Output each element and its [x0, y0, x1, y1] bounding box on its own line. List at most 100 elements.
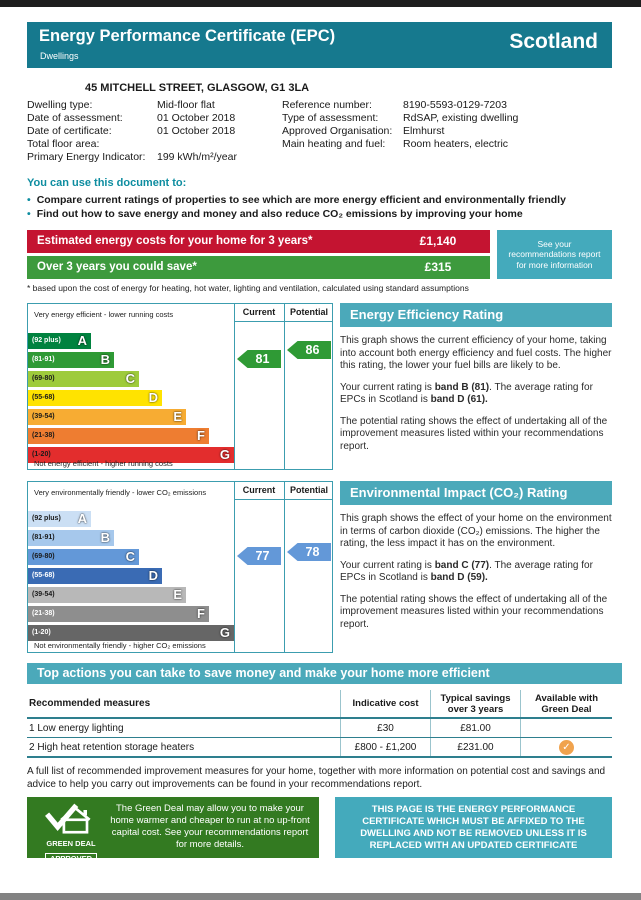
environmental-impact-chart: Very environmentally friendly - lower CO…	[27, 481, 333, 653]
eer-column-divider	[234, 304, 235, 469]
detail-label-primary-energy: Primary Energy Indicator:	[27, 151, 146, 163]
eer-band-f-range: (21-38)	[32, 432, 55, 439]
detail-value-date-assessment: 01 October 2018	[157, 112, 236, 124]
eer-heading: Energy Efficiency Rating	[340, 303, 612, 327]
eer-p2-pre: Your current rating is	[340, 381, 435, 393]
eir-band-f-range: (21-38)	[32, 610, 55, 617]
eer-band-a-letter: A	[77, 333, 87, 348]
detail-value-assessment-type: RdSAP, existing dwelling	[403, 112, 519, 124]
cost-row-1-label: Estimated energy costs for your home for…	[27, 230, 394, 253]
eir-band-c: (69-80) C	[28, 549, 139, 565]
detail-label-assessment-type: Type of assessment:	[282, 112, 379, 124]
eer-band-c-range: (69-80)	[32, 375, 55, 382]
detail-label-floor-area: Total floor area:	[27, 138, 100, 150]
eer-band-d: (55-68) D	[28, 390, 162, 406]
eer-band-f-letter: F	[197, 428, 205, 443]
cost-footnote: * based upon the cost of energy for heat…	[27, 283, 469, 293]
eir-band-g-letter: G	[219, 625, 230, 640]
col-header-green-deal: Available with Green Deal	[535, 692, 598, 715]
eir-band-b-range: (81-91)	[32, 534, 55, 541]
eir-band-b-letter: B	[100, 530, 110, 545]
eer-paragraph-3: The potential rating shows the effect of…	[340, 415, 608, 452]
eer-band-g-letter: G	[219, 447, 230, 462]
eir-current-arrow: 77	[237, 547, 281, 565]
green-deal-box: GREEN DEAL APPROVED The Green Deal may a…	[27, 797, 319, 864]
eer-band-g: (1-20) G	[28, 447, 234, 463]
eir-band-d-letter: D	[148, 568, 158, 583]
eer-potential-arrow: 86	[287, 341, 331, 359]
green-deal-logo: GREEN DEAL APPROVED	[37, 802, 105, 866]
detail-label-date-assessment: Date of assessment:	[27, 112, 123, 124]
header-bar: Energy Performance Certificate (EPC) Dwe…	[27, 22, 612, 68]
energy-efficiency-chart: Very energy efficient - lower running co…	[27, 303, 333, 470]
detail-value-dwelling-type: Mid-floor flat	[157, 99, 215, 111]
green-deal-text: The Green Deal may allow you to make you…	[110, 803, 310, 850]
eir-p2-mid: . The average rating for EPCs in Scotlan…	[340, 559, 593, 584]
eer-band-a-range: (92 plus)	[32, 337, 61, 344]
measure-2-name: 2 High heat retention storage heaters	[29, 741, 195, 753]
green-deal-logo-text: GREEN DEAL	[46, 839, 96, 848]
bottom-border-strip	[0, 893, 641, 900]
col-header-cost: Indicative cost	[352, 698, 419, 709]
eir-band-a: (92 plus) A	[28, 511, 91, 527]
eir-column-divider	[234, 482, 235, 652]
measure-1-cost: £30	[377, 722, 394, 734]
eir-paragraph-2: Your current rating is band C (77). The …	[340, 560, 612, 585]
measure-2-cost: £800 - £1,200	[354, 741, 417, 753]
eir-band-e: (39-54) E	[28, 587, 186, 603]
detail-value-reference-number: 8190-5593-0129-7203	[403, 99, 507, 111]
table-rule	[27, 737, 612, 738]
eir-band-a-letter: A	[77, 511, 87, 526]
property-address: 45 MITCHELL STREET, GLASGOW, G1 3LA	[85, 82, 310, 94]
eer-p2-mid: . The average rating for EPCs in Scotlan…	[340, 381, 593, 406]
eir-band-a-range: (92 plus)	[32, 515, 61, 522]
eir-band-g: (1-20) G	[28, 625, 234, 641]
measure-1-savings: £81.00	[460, 722, 491, 734]
detail-label-dwelling-type: Dwelling type:	[27, 99, 93, 111]
measure-2-green-deal-cell: ✓	[521, 737, 612, 757]
eer-top-label: Very energy efficient - lower running co…	[34, 310, 174, 319]
eir-band-c-range: (69-80)	[32, 553, 55, 560]
energy-efficiency-panel: Energy Efficiency Rating This graph show…	[340, 303, 612, 462]
col-header-measures: Recommended measures	[29, 698, 151, 709]
eir-potential-header: Potential	[289, 485, 328, 495]
eer-header-underline	[234, 321, 332, 322]
table-divider	[430, 690, 431, 757]
usage-bullet-2: • Find out how to save energy and money a…	[27, 208, 612, 220]
eir-bottom-label: Not environmentally friendly - higher CO…	[34, 641, 206, 650]
eir-band-b: (81-91) B	[28, 530, 114, 546]
eer-band-e-range: (39-54)	[32, 413, 55, 420]
measure-2-savings: £231.00	[457, 741, 494, 753]
cost-row-2-label: Over 3 years you could save*	[27, 256, 394, 279]
recommendations-note: See your recommendations report for more…	[497, 230, 612, 279]
eer-band-b: (81-91) B	[28, 352, 114, 368]
col-header-savings: Typical savings over 3 years	[440, 692, 511, 715]
eer-band-a: (92 plus) A	[28, 333, 91, 349]
eer-band-c: (69-80) C	[28, 371, 139, 387]
top-border-strip	[0, 0, 641, 7]
certificate-notice: THIS PAGE IS THE ENERGY PERFORMANCE CERT…	[335, 797, 612, 858]
eer-band-d-range: (55-68)	[32, 394, 55, 401]
table-rule	[27, 717, 612, 719]
detail-label-reference-number: Reference number:	[282, 99, 372, 111]
eer-current-arrow: 81	[237, 350, 281, 368]
eer-band-b-letter: B	[100, 352, 110, 367]
eer-band-b-range: (81-91)	[32, 356, 55, 363]
eer-average-band: band D (61).	[430, 394, 488, 405]
eer-band-e-letter: E	[173, 409, 182, 424]
region-label: Scotland	[509, 30, 598, 53]
eir-band-f-letter: F	[197, 606, 205, 621]
eer-band-e: (39-54) E	[28, 409, 186, 425]
environmental-impact-panel: Environmental Impact (CO₂) Rating This g…	[340, 481, 612, 640]
detail-value-primary-energy: 199 kWh/m²/year	[157, 151, 237, 163]
eir-band-c-letter: C	[125, 549, 135, 564]
table-divider	[520, 690, 521, 757]
green-deal-check-icon: ✓	[559, 739, 574, 755]
eer-paragraph-1: This graph shows the current efficiency …	[340, 335, 612, 371]
green-deal-approved-badge: APPROVED	[44, 853, 98, 864]
full-list-paragraph: A full list of recommended improvement m…	[27, 766, 606, 790]
top-actions-heading: Top actions you can take to save money a…	[27, 663, 622, 684]
eir-column-divider	[284, 482, 285, 652]
eer-band-d-letter: D	[148, 390, 158, 405]
